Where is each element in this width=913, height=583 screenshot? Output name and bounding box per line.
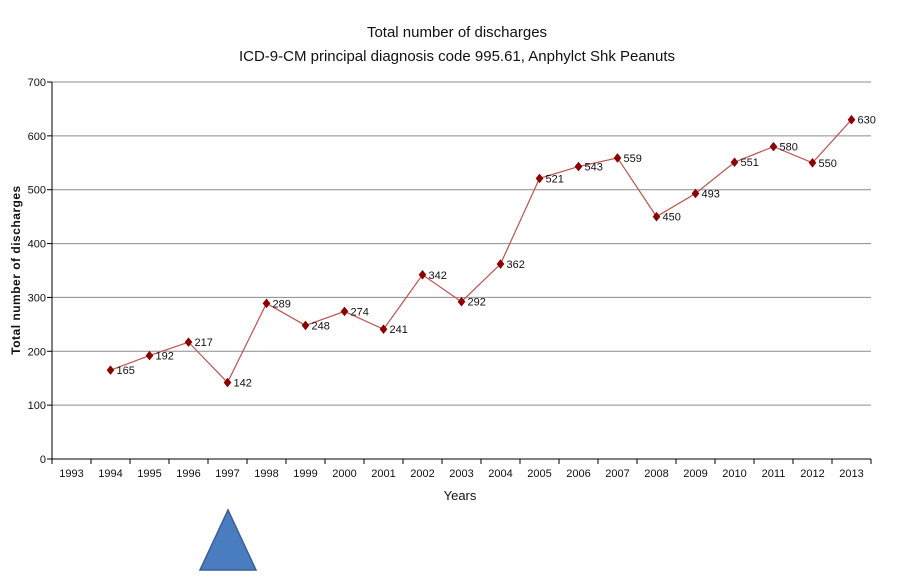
data-point-marker bbox=[535, 173, 544, 184]
data-point-marker bbox=[262, 298, 271, 309]
data-label: 248 bbox=[312, 320, 330, 332]
data-label: 165 bbox=[117, 365, 135, 377]
y-tick-label: 700 bbox=[28, 77, 46, 89]
x-tick-label: 2007 bbox=[605, 468, 629, 480]
x-tick-label: 1998 bbox=[254, 468, 278, 480]
x-tick-label: 1993 bbox=[59, 468, 83, 480]
x-tick-label: 2011 bbox=[762, 468, 786, 480]
x-tick-label: 2000 bbox=[332, 468, 356, 480]
x-tick-label: 2013 bbox=[839, 468, 863, 480]
y-axis-label: Total number of discharges bbox=[9, 185, 23, 354]
gridlines bbox=[52, 81, 871, 406]
series-group: 165 192 217 142 289 248 274 241 342 292 362 521 543 5… bbox=[106, 114, 876, 390]
data-point-marker bbox=[340, 306, 349, 317]
y-axis-ticks: 0 100 200 300 400 500 600 700 bbox=[28, 77, 52, 466]
y-tick-label: 300 bbox=[28, 292, 46, 304]
x-tick-label: 2005 bbox=[527, 468, 551, 480]
data-point-marker bbox=[496, 259, 505, 269]
data-label: 292 bbox=[468, 297, 486, 309]
triangle-marker-icon bbox=[198, 508, 258, 571]
data-label: 559 bbox=[624, 153, 642, 165]
data-point-marker bbox=[808, 157, 817, 168]
x-axis-label: Years bbox=[444, 488, 477, 503]
x-tick-label: 2004 bbox=[488, 468, 512, 480]
data-point-marker bbox=[574, 161, 583, 172]
data-label: 493 bbox=[702, 188, 720, 200]
x-tick-label: 2003 bbox=[449, 468, 473, 480]
data-label: 274 bbox=[351, 306, 369, 318]
chart-title: Total number of discharges bbox=[367, 24, 547, 41]
data-label: 450 bbox=[663, 212, 681, 224]
y-tick-label: 400 bbox=[28, 239, 46, 251]
data-label: 342 bbox=[429, 270, 447, 282]
data-label: 521 bbox=[546, 173, 564, 185]
y-tick-label: 600 bbox=[28, 131, 46, 143]
x-tick-label: 1996 bbox=[176, 468, 200, 480]
data-label: 192 bbox=[156, 351, 174, 363]
x-tick-label: 2009 bbox=[683, 468, 707, 480]
data-label: 142 bbox=[234, 378, 252, 390]
data-point-marker bbox=[379, 324, 388, 335]
x-tick-label: 2012 bbox=[800, 468, 824, 480]
data-point-marker bbox=[457, 296, 466, 307]
data-point-marker bbox=[847, 114, 856, 125]
data-label: 551 bbox=[741, 157, 759, 169]
data-label: 580 bbox=[780, 142, 798, 154]
data-point-marker bbox=[301, 320, 310, 331]
x-tick-label: 1997 bbox=[215, 468, 239, 480]
x-tick-label: 2001 bbox=[371, 468, 395, 480]
x-tick-label: 1994 bbox=[98, 468, 122, 480]
data-label: 550 bbox=[819, 158, 837, 170]
x-tick-label: 1999 bbox=[293, 468, 317, 480]
data-label: 241 bbox=[390, 324, 408, 336]
data-point-marker bbox=[145, 350, 154, 361]
x-tick-label: 2002 bbox=[410, 468, 434, 480]
y-tick-label: 200 bbox=[28, 346, 46, 358]
data-label: 362 bbox=[507, 259, 525, 271]
data-point-marker bbox=[223, 377, 232, 388]
chart-subtitle: ICD-9-CM principal diagnosis code 995.61… bbox=[239, 48, 675, 65]
data-point-marker bbox=[730, 157, 739, 168]
series-line bbox=[110, 119, 852, 384]
y-tick-label: 0 bbox=[40, 454, 46, 466]
x-tick-label: 2008 bbox=[644, 468, 668, 480]
x-tick-label: 1995 bbox=[137, 468, 161, 480]
y-tick-label: 100 bbox=[28, 400, 46, 412]
y-tick-label: 500 bbox=[28, 185, 46, 197]
data-label: 630 bbox=[858, 115, 876, 127]
data-point-marker bbox=[691, 188, 700, 199]
data-label: 289 bbox=[273, 298, 291, 310]
data-point-marker bbox=[184, 337, 193, 347]
x-tick-label: 2006 bbox=[566, 468, 590, 480]
x-axis-ticks: 1993 1994 1995 1996 1997 1998 1999 2000 2001 2002… bbox=[51, 459, 872, 480]
data-point-marker bbox=[613, 153, 622, 163]
data-point-marker bbox=[769, 141, 778, 152]
data-point-marker bbox=[652, 211, 661, 222]
data-label: 217 bbox=[195, 337, 213, 349]
x-tick-label: 2010 bbox=[722, 468, 746, 480]
data-point-marker bbox=[418, 270, 427, 280]
data-label: 543 bbox=[585, 162, 603, 174]
data-point-marker bbox=[106, 365, 115, 375]
